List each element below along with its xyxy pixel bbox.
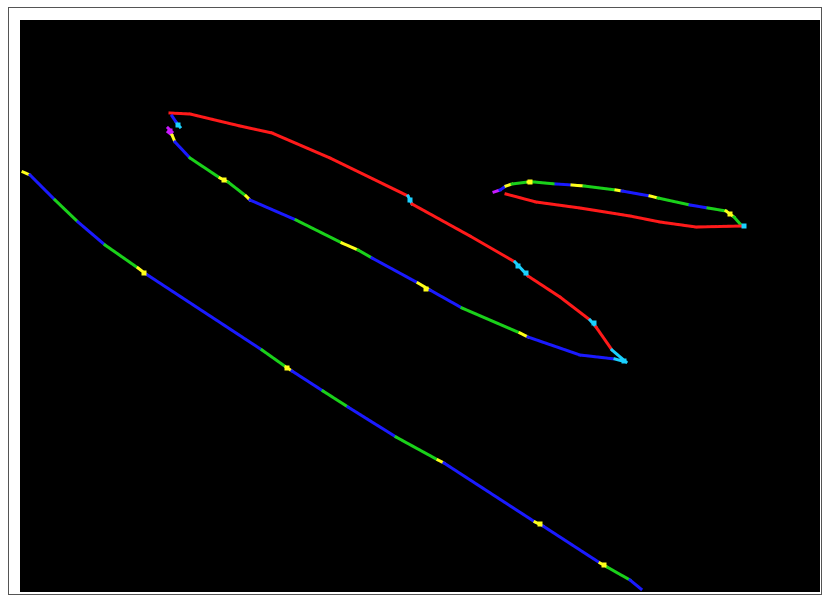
small-ellipse-upper-stroke-segment-green (731, 214, 745, 229)
junction-marker-yellow (221, 177, 227, 183)
loop-blue-lower-stroke-segment-blue (526, 335, 582, 357)
loop-red-upper-stroke-segment-red (270, 131, 332, 160)
small-ellipse-lower-stroke (504, 192, 744, 229)
junction-marker-yellow (284, 365, 290, 371)
long-diagonal-stroke-segment-green (393, 434, 441, 463)
long-diagonal-stroke-segment-blue (540, 523, 603, 566)
loop-blue-lower-stroke-segment-green (187, 155, 223, 181)
junction-marker-cyan (407, 197, 413, 203)
small-ellipse-upper-stroke-segment-green (510, 180, 530, 186)
loop-blue-lower-stroke-segment-blue (172, 139, 193, 161)
edge-strokes-drawing (20, 20, 820, 592)
small-ellipse-upper-stroke-segment-green (656, 196, 692, 207)
small-ellipse-lower-stroke-segment-red (504, 192, 538, 204)
loop-top-connector-stroke-segment-blue (169, 113, 179, 125)
small-ellipse-upper-stroke (492, 180, 745, 229)
junction-marker-yellow (141, 270, 147, 276)
junction-marker-yellow (727, 211, 733, 217)
long-diagonal-stroke-segment-green (102, 242, 141, 271)
small-ellipse-upper-stroke-segment-blue (620, 189, 652, 198)
junction-marker-cyan (515, 263, 521, 269)
long-diagonal-stroke-segment-blue (345, 404, 399, 440)
loop-blue-lower-stroke-segment-green (355, 247, 375, 261)
loop-blue-lower-stroke-segment-blue (427, 287, 465, 311)
small-ellipse-upper-stroke-segment-blue (688, 203, 710, 210)
loop-red-upper-stroke-segment-red (557, 294, 593, 323)
long-diagonal-stroke-segment-blue (75, 219, 108, 248)
junction-marker-cyan (591, 320, 597, 326)
markers-layer (141, 122, 747, 568)
small-ellipse-upper-stroke-segment-green (706, 206, 728, 213)
long-diagonal-stroke-segment-blue (289, 368, 326, 394)
loop-blue-lower-stroke-segment-blue (578, 353, 617, 361)
junction-marker-cyan (175, 122, 181, 128)
loop-blue-lower-stroke-segment-yellow (340, 241, 360, 252)
loop-red-upper-stroke-segment-red (409, 201, 473, 239)
junction-marker-magenta (167, 128, 173, 134)
junction-marker-yellow (601, 562, 607, 568)
long-diagonal-stroke-segment-blue (27, 172, 58, 203)
junction-marker-yellow (527, 179, 533, 185)
loop-blue-lower-stroke-segment-green (460, 306, 522, 335)
small-ellipse-lower-stroke-segment-red (694, 224, 744, 229)
small-ellipse-upper-stroke-segment-yellow (570, 183, 586, 188)
small-ellipse-upper-stroke-segment-green (532, 180, 558, 186)
small-ellipse-lower-stroke-segment-red (534, 200, 582, 210)
small-ellipse-upper-stroke-segment-blue (554, 182, 574, 187)
small-ellipse-lower-stroke-segment-red (628, 214, 662, 224)
junction-marker-cyan (621, 358, 627, 364)
small-ellipse-lower-stroke-segment-red (658, 220, 698, 229)
loop-red-upper-stroke-segment-red (168, 111, 192, 116)
loop-red-upper-stroke (168, 111, 629, 365)
loop-blue-lower-stroke-segment-green (225, 179, 249, 199)
loop-red-upper-stroke-segment-red (327, 155, 411, 199)
loop-blue-lower-stroke-segment-green (293, 217, 345, 246)
loop-blue-lower-stroke-segment-blue (369, 255, 421, 286)
long-diagonal-stroke-segment-blue (441, 460, 538, 525)
long-diagonal-stroke-segment-green (52, 197, 81, 225)
loop-red-upper-stroke-segment-red (525, 273, 563, 300)
loop-red-upper-stroke-segment-red (467, 233, 518, 265)
long-diagonal-stroke-segment-green (320, 388, 351, 410)
loop-blue-lower-stroke-segment-blue (248, 198, 298, 222)
loop-red-upper-stroke-segment-red (593, 324, 615, 353)
long-diagonal-stroke-segment-blue (627, 577, 644, 592)
black-canvas (20, 20, 820, 592)
canvas-background (20, 20, 820, 592)
loop-red-upper-stroke-segment-red (188, 112, 242, 128)
junction-marker-cyan (741, 223, 747, 229)
long-diagonal-stroke-segment-green (259, 347, 289, 370)
junction-marker-yellow (423, 286, 429, 292)
long-diagonal-stroke-segment-green (604, 564, 633, 583)
small-ellipse-upper-stroke-segment-green (582, 184, 618, 192)
long-diagonal-stroke-segment-blue (143, 271, 265, 353)
junction-marker-yellow (537, 521, 543, 527)
small-ellipse-lower-stroke-segment-red (578, 206, 632, 218)
loop-red-upper-stroke-segment-red (238, 124, 274, 135)
junction-marker-cyan (523, 270, 529, 276)
